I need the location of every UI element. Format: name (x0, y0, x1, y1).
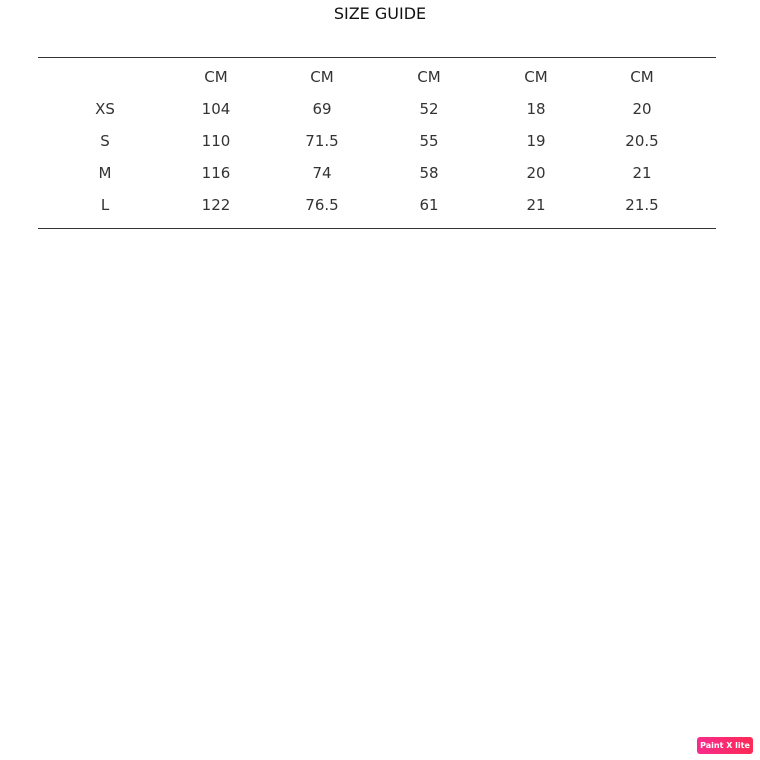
page-title: SIZE GUIDE (333, 4, 427, 23)
table-cell: 58 (419, 164, 439, 182)
table-cell: 110 (201, 132, 231, 150)
table-cell: 55 (419, 132, 439, 150)
size-label: L (100, 196, 110, 214)
table-cell: 104 (201, 100, 231, 118)
table-cell: 20 (632, 100, 652, 118)
size-label: M (98, 164, 112, 182)
size-label: XS (95, 100, 115, 118)
table-top-divider (38, 57, 716, 58)
table-bottom-divider (38, 228, 716, 229)
header-cell: CM (310, 68, 334, 86)
table-cell: 20 (526, 164, 546, 182)
table-cell: 21 (632, 164, 652, 182)
table-row: L 122 76.5 61 21 21.5 (0, 193, 760, 217)
header-cell: CM (630, 68, 654, 86)
header-cell: CM (204, 68, 228, 86)
table-row: XS 104 69 52 18 20 (0, 97, 760, 121)
table-cell: 52 (419, 100, 439, 118)
table-cell: 122 (201, 196, 231, 214)
table-cell: 21.5 (625, 196, 659, 214)
table-header-row: CM CM CM CM CM (0, 65, 760, 89)
table-cell: 21 (526, 196, 546, 214)
header-cell: CM (417, 68, 441, 86)
header-cell: CM (524, 68, 548, 86)
watermark-badge: Paint X lite (697, 737, 753, 754)
table-cell: 20.5 (625, 132, 659, 150)
table-row: S 110 71.5 55 19 20.5 (0, 129, 760, 153)
table-cell: 18 (526, 100, 546, 118)
table-cell: 19 (526, 132, 546, 150)
table-row: M 116 74 58 20 21 (0, 161, 760, 185)
size-label: S (100, 132, 110, 150)
table-cell: 76.5 (305, 196, 339, 214)
table-cell: 74 (312, 164, 332, 182)
table-cell: 69 (312, 100, 332, 118)
table-cell: 116 (201, 164, 231, 182)
table-cell: 61 (419, 196, 439, 214)
table-cell: 71.5 (305, 132, 339, 150)
